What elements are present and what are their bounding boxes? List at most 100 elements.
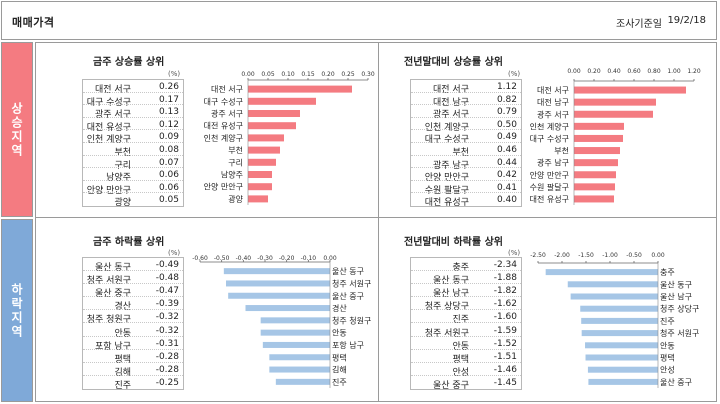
table-row: 안양 만안구 0.06 (83, 181, 183, 196)
category-label: 울산 남구 (660, 292, 692, 302)
table-row: 충주 -2.34 (411, 258, 521, 273)
region-name: 광주 서구 (95, 110, 131, 121)
region-value: -0.25 (155, 377, 179, 388)
category-label: 광주 서구 (537, 109, 569, 119)
bar (574, 159, 618, 167)
divider-vertical (378, 42, 379, 402)
category-label: 안양 만안구 (204, 182, 243, 192)
unit-label: (%) (168, 249, 181, 257)
bar (574, 110, 653, 118)
bar (567, 281, 658, 288)
region-value: 0.79 (496, 107, 517, 118)
region-value: -1.62 (493, 299, 517, 310)
region-value: 0.06 (158, 170, 179, 181)
table-row: 청주 서원구 -1.59 (411, 324, 521, 339)
row-separator (411, 348, 521, 350)
region-value: -0.28 (155, 364, 179, 375)
x-tick-label: 0.10 (281, 71, 295, 78)
data-table-ytd-rise: 대전 서구 1.12 대전 남구 0.82 광주 서구 0.79 인천 계양구 0.50 대구 … (410, 79, 522, 208)
report-title: 매매가격 (12, 16, 55, 29)
panel-title-ytd-fall: 전년말대비 하락률 상위 (404, 237, 503, 248)
category-label: 남양주 (221, 171, 243, 180)
category-label: 안동 (332, 328, 347, 338)
bar (260, 329, 330, 336)
category-label: 울산 중구 (332, 291, 364, 301)
row-separator (411, 309, 521, 311)
table-row: 청주 서원구 -0.48 (83, 271, 183, 287)
unit-label: (%) (508, 249, 521, 257)
category-label: 부천 (228, 145, 243, 155)
table-row: 광주 남구 0.44 (411, 156, 521, 171)
region-name: 대전 남구 (433, 97, 469, 108)
region-name: 수원 팔달구 (424, 185, 469, 196)
category-label: 진주 (660, 316, 675, 326)
category-label: 광양 (228, 194, 243, 204)
x-tick-label: 1.20 (687, 68, 701, 75)
divider-horizontal (35, 217, 717, 218)
side-label-up: 상승지역 (1, 42, 33, 217)
row-separator (411, 141, 521, 143)
bar (574, 86, 686, 94)
region-name: 부천 (452, 148, 469, 158)
x-tick-label: -1.00 (602, 252, 618, 259)
category-label: 대전 유성구 (530, 194, 569, 204)
row-separator (411, 91, 521, 93)
bar (248, 134, 284, 142)
row-separator (83, 374, 183, 376)
panel-title-weekly-fall: 금주 하락률 상위 (93, 237, 165, 248)
bar (587, 366, 658, 373)
data-table-ytd-fall: 충주 -2.34 울산 동구 -1.88 울산 남구 -1.82 청주 상당구 -1.62 진주… (410, 257, 522, 391)
bar (574, 134, 623, 142)
side-label-down: 하락지역 (1, 219, 33, 402)
main-grid (35, 42, 717, 402)
region-value: 1.12 (496, 82, 517, 92)
survey-date-label: 조사기준일 (616, 19, 662, 30)
region-name: 남양주 (106, 173, 131, 184)
category-label: 충주 (660, 268, 675, 277)
table-row: 청주 청원구 -0.32 (83, 310, 183, 325)
bar (574, 183, 615, 191)
region-value: -0.32 (155, 325, 179, 336)
category-label: 인천 계양구 (204, 133, 243, 143)
side-label-down-text: 하락지역 (9, 282, 24, 339)
region-value: 0.82 (496, 94, 517, 105)
x-tick-label: -0.60 (192, 255, 208, 262)
bar (275, 378, 330, 385)
region-value: -0.31 (155, 338, 179, 349)
region-name: 울산 동구 (95, 263, 131, 273)
x-tick-label: -2.50 (530, 252, 546, 259)
bar (570, 293, 658, 300)
table-row: 대전 서구 0.26 (83, 80, 183, 95)
region-name: 대전 서구 (95, 85, 131, 95)
region-name: 충주 (452, 263, 469, 273)
category-label: 울산 중구 (660, 377, 692, 387)
bar (580, 305, 658, 312)
category-label: 광주 남구 (537, 158, 569, 168)
table-row: 진주 -0.25 (83, 376, 183, 391)
row-separator (83, 104, 183, 106)
data-table-weekly-fall: 울산 동구 -0.49 청주 서원구 -0.48 울산 중구 -0.47 경산 -0.39 청주… (82, 257, 184, 391)
row-separator (411, 296, 521, 298)
region-value: 0.07 (158, 157, 179, 168)
row-separator (83, 91, 183, 93)
table-row: 대전 유성구 0.40 (411, 193, 521, 208)
region-value: 0.05 (158, 195, 179, 206)
region-name: 인천 계양구 (86, 135, 131, 146)
region-name: 청주 서원구 (86, 276, 131, 287)
table-row: 안동 -0.32 (83, 324, 183, 339)
table-row: 울산 남구 -1.82 (411, 284, 521, 299)
panel-title-ytd-rise: 전년말대비 상승률 상위 (404, 57, 503, 68)
region-value: -0.39 (155, 299, 179, 310)
region-value: 0.41 (496, 182, 517, 193)
region-name: 안양 만안구 (424, 173, 469, 184)
region-value: -1.46 (493, 364, 517, 375)
row-separator (83, 179, 183, 181)
survey-date: 19/2/18 (667, 15, 706, 26)
category-label: 울산 동구 (332, 266, 364, 276)
bar (248, 122, 296, 130)
region-name: 울산 동구 (433, 276, 469, 287)
row-separator (411, 179, 521, 181)
